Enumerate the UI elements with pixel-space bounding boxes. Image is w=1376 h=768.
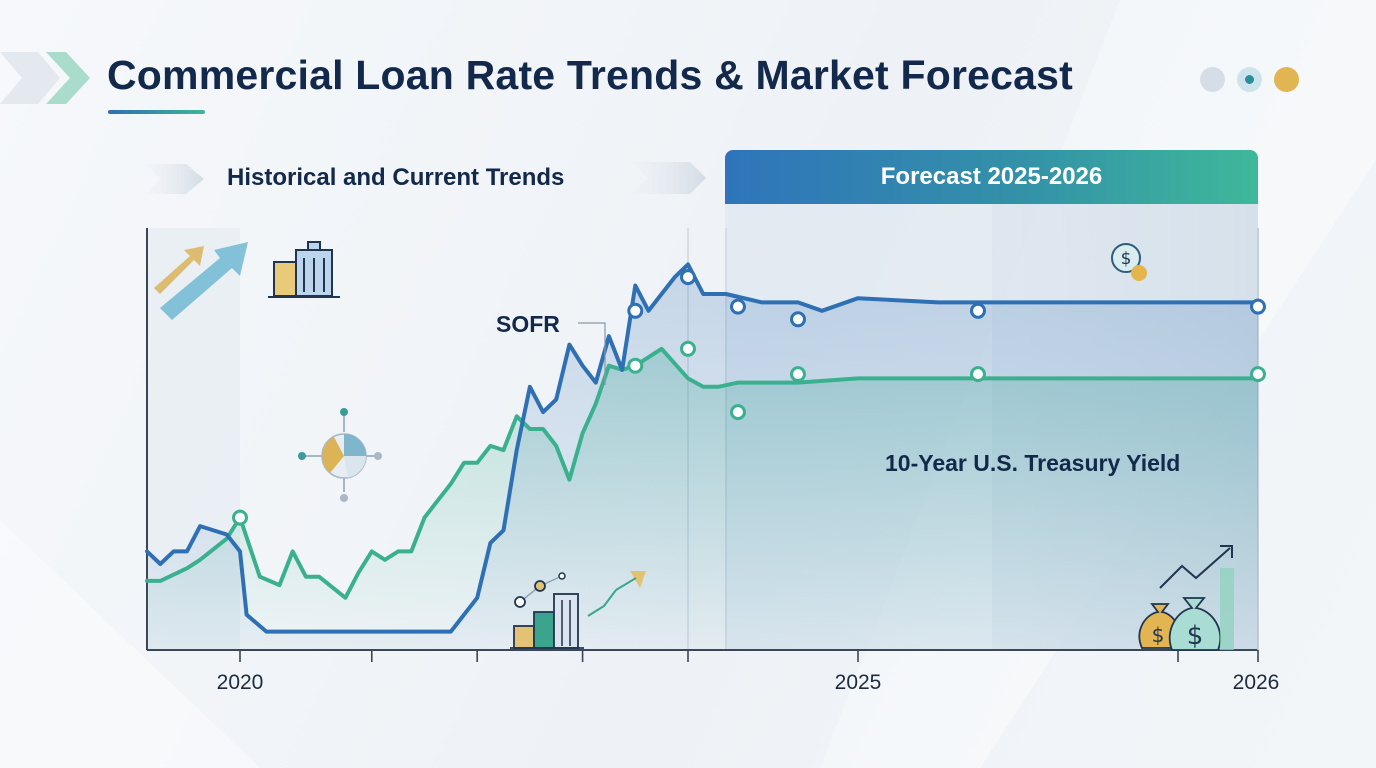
forecast-section-label: Forecast 2025-2026 <box>880 163 1103 190</box>
gold-dot <box>1274 67 1299 92</box>
title-underline <box>108 110 205 114</box>
sofr-marker <box>790 311 806 328</box>
sofr-marker <box>627 302 644 319</box>
svg-text:$: $ <box>1187 621 1204 651</box>
growth-arrow-icon <box>154 242 248 320</box>
office-building-icon <box>268 241 340 298</box>
dollar-coin-icon: $ <box>1111 243 1147 281</box>
x-tick-label: 2020 <box>217 671 264 694</box>
sofr-marker <box>970 302 986 319</box>
treasury-marker <box>970 366 986 383</box>
x-axis-tick-labels: 2020 2025 2026 <box>217 671 1280 694</box>
pie-chart-icon <box>298 408 382 502</box>
sofr-label-leader <box>578 322 606 385</box>
treasury-markers <box>232 340 1266 526</box>
sofr-marker <box>730 298 746 315</box>
treasury-marker <box>232 509 248 526</box>
x-tick-label: 2026 <box>1233 671 1280 694</box>
teal-dot <box>1237 67 1262 92</box>
treasury-marker <box>627 357 644 374</box>
sofr-markers <box>627 269 1266 328</box>
sofr-series-label: SOFR <box>496 311 560 337</box>
trend-up-icon <box>1159 545 1233 589</box>
window-dots <box>1200 67 1299 92</box>
page-title: Commercial Loan Rate Trends & Market For… <box>107 52 1073 98</box>
money-bag-icon: $ $ <box>1138 568 1234 651</box>
treasury-marker <box>1250 366 1266 383</box>
x-axis-ticks <box>239 650 1259 662</box>
treasury-marker <box>790 366 806 383</box>
forecast-banner: Forecast 2025-2026 <box>725 150 1258 204</box>
sofr-area <box>147 264 1258 650</box>
chevron-right-icon <box>146 164 204 194</box>
svg-text:$: $ <box>1121 249 1132 269</box>
chevron-right-icon <box>0 52 90 104</box>
city-chart-icon <box>510 571 646 649</box>
title-bar: Commercial Loan Rate Trends & Market For… <box>0 40 1376 120</box>
x-tick-label: 2025 <box>835 671 882 694</box>
gray-dot <box>1200 67 1225 92</box>
treasury-line <box>145 346 1260 600</box>
treasury-marker <box>730 404 746 421</box>
chevron-right-icon <box>632 162 706 194</box>
sofr-marker <box>680 269 696 286</box>
sofr-marker <box>1250 298 1266 315</box>
treasury-series-label: 10-Year U.S. Treasury Yield <box>885 450 1180 476</box>
historical-section-label: Historical and Current Trends <box>227 164 565 191</box>
sofr-line <box>145 262 1260 634</box>
svg-text:$: $ <box>1152 623 1165 647</box>
treasury-marker <box>680 340 696 357</box>
